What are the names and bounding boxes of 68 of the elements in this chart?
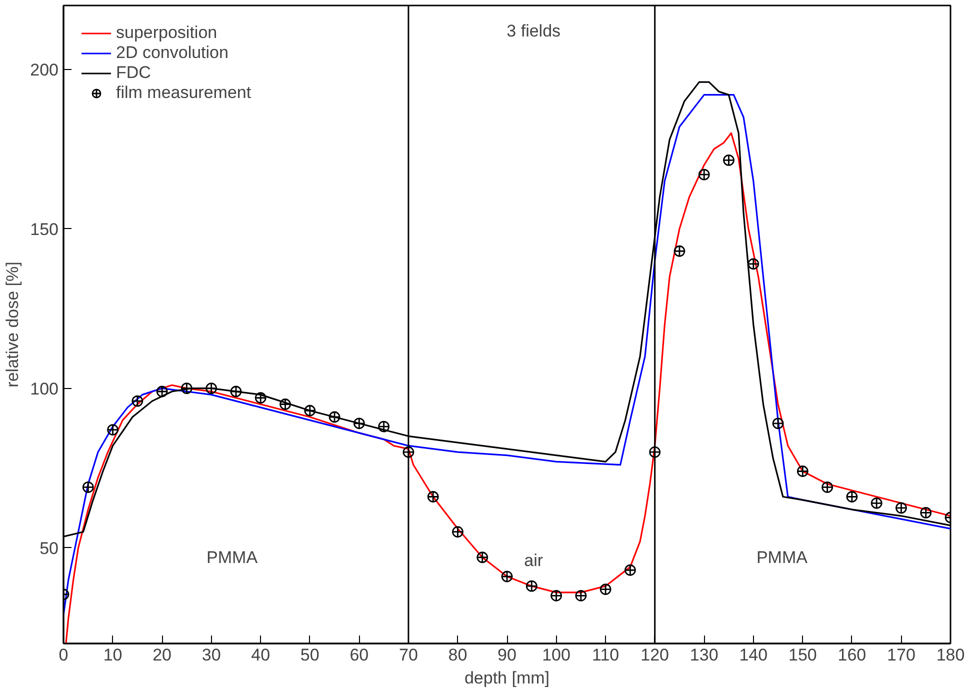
x-tick-label: 10 — [103, 646, 122, 664]
legend-label: 2D convolution — [116, 43, 228, 63]
x-tick-label: 100 — [542, 646, 570, 664]
annotation: PMMA — [206, 548, 258, 567]
point — [132, 395, 144, 407]
x-tick-label: 20 — [152, 646, 172, 664]
x-tick-label: 40 — [251, 646, 270, 664]
point — [674, 245, 686, 257]
y-tick-label: 100 — [30, 379, 59, 398]
point — [230, 386, 242, 398]
annotation: air — [524, 551, 544, 570]
x-tick-label: 30 — [202, 646, 221, 664]
point — [698, 168, 710, 180]
legend-label: FDC — [116, 63, 151, 83]
x-tick-label: 130 — [690, 646, 718, 664]
annotation: PMMA — [756, 548, 808, 567]
point — [822, 481, 834, 493]
point — [624, 564, 636, 576]
point — [920, 507, 932, 518]
x-tick-label: 160 — [838, 646, 866, 664]
point — [575, 590, 587, 602]
point — [156, 386, 168, 398]
point — [378, 420, 390, 432]
point — [82, 481, 94, 493]
x-tick-label: 60 — [350, 646, 369, 664]
point — [550, 590, 562, 602]
y-axis-title: relative dose [%] — [3, 262, 22, 388]
point — [254, 392, 266, 404]
x-axis-title: depth [mm] — [464, 668, 550, 688]
point — [280, 398, 291, 410]
point — [526, 580, 538, 592]
x-tick-label: 0 — [58, 646, 68, 664]
point — [427, 491, 439, 502]
point — [328, 411, 340, 423]
point — [476, 552, 488, 564]
point — [180, 382, 192, 394]
point — [846, 491, 858, 502]
point — [107, 424, 118, 436]
x-tick-label: 150 — [788, 646, 817, 664]
point — [304, 404, 316, 416]
legend-label: film measurement — [116, 83, 252, 103]
point — [206, 382, 218, 394]
x-tick-label: 140 — [739, 646, 768, 664]
point — [353, 418, 365, 430]
x-tick-label: 80 — [448, 646, 468, 664]
point — [452, 526, 464, 538]
point — [501, 570, 513, 582]
point — [796, 466, 808, 477]
y-tick-label: 200 — [30, 60, 59, 80]
x-tick-label: 70 — [398, 646, 418, 664]
x-tick-label: 50 — [300, 646, 320, 664]
point — [896, 502, 907, 514]
point — [649, 446, 661, 458]
x-tick-label: 170 — [887, 646, 916, 664]
y-tick-label: 50 — [40, 538, 59, 558]
point — [723, 154, 734, 166]
point — [748, 258, 760, 270]
x-tick-label: 180 — [936, 646, 965, 664]
annotation: 3 fields — [506, 22, 561, 41]
x-tick-label: 120 — [640, 646, 670, 664]
y-tick-label: 150 — [30, 220, 59, 239]
point — [772, 418, 784, 430]
point — [870, 497, 882, 509]
x-tick-label: 110 — [592, 646, 620, 664]
legend-label: superposition — [116, 23, 218, 43]
point — [600, 584, 612, 595]
x-tick-label: 90 — [498, 646, 516, 664]
point — [402, 446, 414, 458]
